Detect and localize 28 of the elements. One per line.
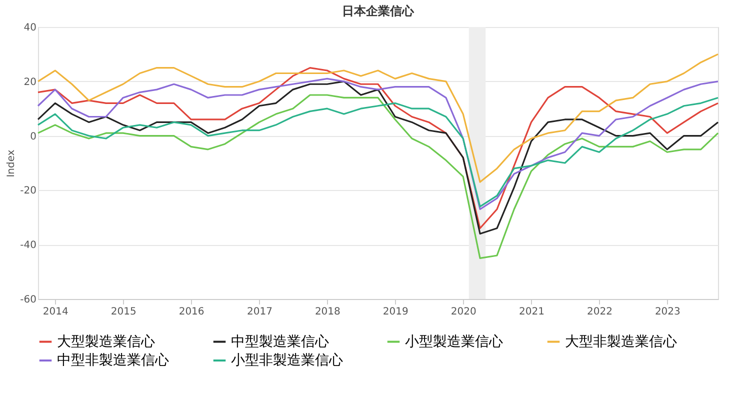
legend-label: 大型非製造業信心 — [565, 334, 677, 350]
x-tick-label: 2022 — [586, 306, 612, 318]
x-tick-label: 2017 — [246, 306, 272, 318]
line-series — [37, 78, 719, 210]
line-series — [37, 53, 719, 183]
legend-label: 小型製造業信心 — [405, 334, 503, 350]
x-tick-label: 2015 — [110, 306, 136, 318]
y-tick-label: 40 — [24, 22, 36, 34]
legend-label: 中型非製造業信心 — [57, 352, 169, 368]
x-tick-label: 2016 — [178, 306, 204, 318]
chart-title: 日本企業信心 — [342, 4, 415, 18]
line-series — [37, 94, 719, 259]
legend-label: 中型製造業信心 — [231, 334, 329, 350]
legend-label: 小型非製造業信心 — [231, 352, 343, 368]
line-series — [37, 96, 719, 208]
y-tick-label: 20 — [24, 76, 36, 88]
x-tick-label: 2019 — [382, 306, 408, 318]
x-tick-label: 2014 — [42, 306, 68, 318]
x-tick-label: 2020 — [450, 306, 476, 318]
y-tick-label: 0 — [30, 131, 36, 142]
y-tick-label: -40 — [20, 240, 36, 252]
x-tick-label: 2018 — [314, 306, 340, 318]
y-axis-title: Index — [6, 150, 18, 178]
legend-label: 大型製造業信心 — [57, 334, 155, 350]
x-tick-label: 2023 — [654, 306, 680, 318]
y-tick-label: -20 — [20, 186, 36, 197]
x-tick-label: 2021 — [519, 306, 544, 318]
y-tick-label: -60 — [20, 294, 36, 306]
